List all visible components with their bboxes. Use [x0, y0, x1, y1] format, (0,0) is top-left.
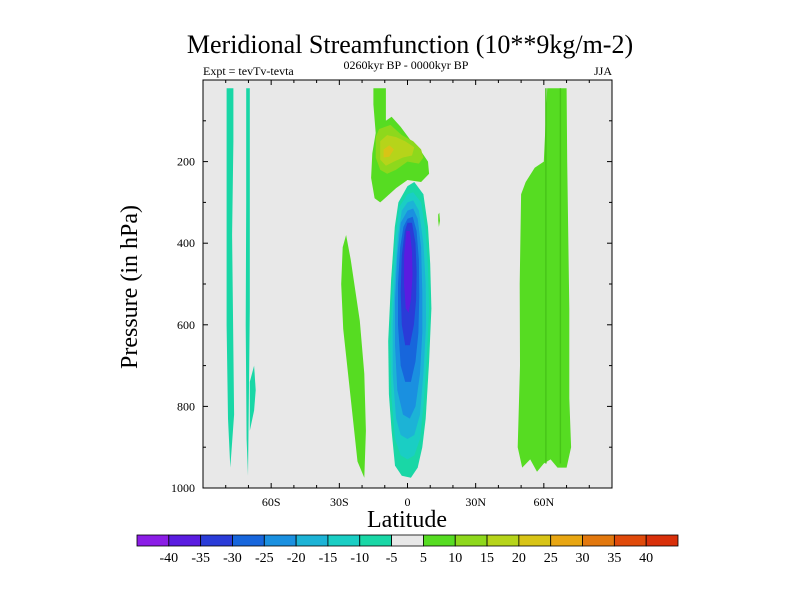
colorbar-swatch — [582, 534, 615, 547]
colorbar-swatch — [168, 534, 202, 547]
y-tick-label: 800 — [177, 399, 195, 413]
colorbar-label: 30 — [576, 551, 590, 566]
y-tick-label: 200 — [177, 155, 195, 169]
colorbar-label: 15 — [480, 551, 494, 566]
colorbar-swatch — [232, 534, 265, 547]
x-tick-label: 60N — [533, 495, 554, 509]
plot-area: 60S 30S 0 30N 60N 200 400 600 800 1000 — [171, 79, 613, 509]
x-tick-label: 30N — [465, 495, 486, 509]
colorbar-swatch — [645, 534, 679, 547]
time-range-label: 0260kyr BP - 0000kyr BP — [344, 58, 469, 72]
colorbar-swatch — [359, 534, 392, 547]
colorbar-swatch — [486, 534, 520, 547]
colorbar-label: -35 — [191, 551, 210, 566]
contour-nh-dark-green-line-2 — [559, 88, 562, 464]
y-tick-label: 400 — [177, 236, 195, 250]
colorbar-swatch — [613, 534, 647, 547]
contour-sh-highlat-band-1 — [226, 88, 235, 468]
colorbar-swatch — [550, 534, 583, 547]
colorbar-label: -30 — [223, 551, 242, 566]
x-axis-label: Latitude — [367, 507, 447, 533]
colorbar-label: 20 — [512, 551, 526, 566]
colorbar-label: 5 — [420, 551, 427, 566]
colorbar-swatch — [518, 534, 552, 547]
contour-nh-green-band-wide — [517, 88, 572, 472]
axis-ticks: 60S 30S 0 30N 60N 200 400 600 800 1000 — [171, 80, 612, 509]
contour-regions — [226, 88, 572, 478]
contour-subtropical-green-strip — [341, 235, 366, 478]
colorbar: -40 -35 -30 -25 -20 -15 -10 -5 5 10 15 20 25 30 35 40 — [136, 534, 679, 566]
chart-title: Meridional Streamfunction (10**9kg/m-2) — [187, 30, 633, 59]
colorbar-swatch — [454, 534, 488, 547]
season-label: JJA — [594, 64, 612, 78]
colorbar-label: 35 — [607, 551, 621, 566]
contour-tiny-green-dot — [438, 212, 440, 227]
colorbar-label: -15 — [319, 551, 338, 566]
contour-upper-yellow-inner — [380, 135, 415, 166]
colorbar-label: 40 — [639, 551, 653, 566]
expt-label: Expt = tevTv-tevta — [203, 64, 294, 78]
colorbar-swatch — [295, 534, 329, 547]
colorbar-label: 25 — [544, 551, 558, 566]
colorbar-swatch — [391, 534, 424, 547]
y-axis-label: Pressure (in hPa) — [117, 205, 143, 369]
y-tick-label: 600 — [177, 318, 195, 332]
colorbar-label: 10 — [448, 551, 462, 566]
contour-nh-dark-green-line-1 — [545, 88, 547, 464]
colorbar-label: -5 — [386, 551, 398, 566]
colorbar-label: -20 — [287, 551, 306, 566]
contour-sh-highlat-tail — [249, 365, 256, 431]
contour-tropical-blue-lobe-core — [404, 231, 413, 313]
colorbar-label: -10 — [350, 551, 369, 566]
colorbar-swatch — [423, 534, 456, 547]
contour-upper-orange-core — [383, 145, 394, 158]
x-tick-label: 60S — [262, 495, 281, 509]
x-tick-label: 30S — [330, 495, 349, 509]
colorbar-label: -40 — [159, 551, 178, 566]
colorbar-label: -25 — [255, 551, 274, 566]
colorbar-swatch — [263, 534, 297, 547]
y-tick-label: 1000 — [171, 481, 195, 495]
colorbar-swatch — [136, 534, 170, 547]
x-tick-label: 0 — [405, 495, 411, 509]
colorbar-swatch — [200, 534, 233, 547]
colorbar-swatch — [327, 534, 361, 547]
contour-sh-highlat-band-2 — [245, 88, 250, 476]
